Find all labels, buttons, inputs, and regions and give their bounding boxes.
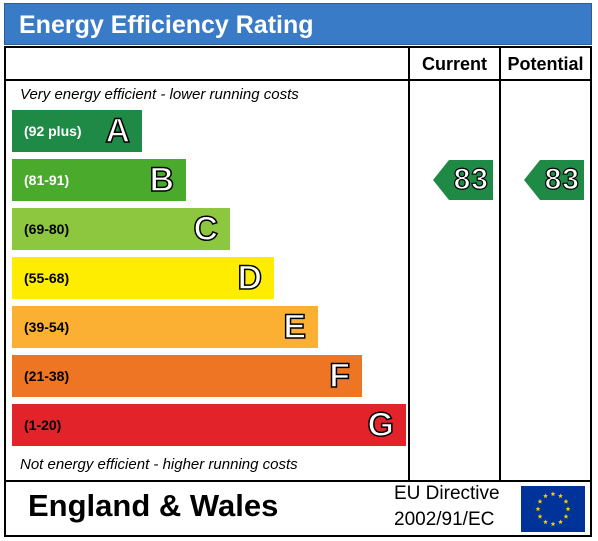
footer-divider — [6, 480, 590, 482]
eu-star — [537, 498, 543, 504]
band-b: (81-91) B — [12, 159, 186, 201]
current-rating-arrow: 83 — [433, 160, 493, 200]
band-letter-label: A — [105, 111, 131, 151]
band-letter-label: C — [193, 209, 219, 249]
column-header-divider — [6, 79, 590, 81]
band-letter-label: G — [367, 405, 395, 445]
band-letter-label: E — [283, 307, 307, 347]
eu-star — [537, 513, 543, 519]
band-letter-label: B — [149, 160, 175, 200]
eu-star — [563, 513, 569, 519]
bottom-caption: Not energy efficient - higher running co… — [20, 456, 298, 473]
arrow-shape — [524, 160, 584, 200]
arrow-shape — [433, 160, 493, 200]
band-range-label: (39-54) — [24, 319, 70, 335]
band-f: (21-38) F — [12, 355, 362, 397]
eu-star — [558, 493, 563, 499]
eu-star — [543, 519, 548, 525]
potential-rating-arrow: 83 — [524, 160, 584, 200]
directive-line-1: EU Directive — [394, 483, 500, 504]
top-caption: Very energy efficient - lower running co… — [20, 86, 299, 103]
band-range-label: (81-91) — [24, 172, 70, 188]
eu-star — [543, 493, 548, 499]
band-range-label: (55-68) — [24, 270, 70, 286]
band-a: (92 plus) A — [12, 110, 142, 152]
eu-star — [550, 521, 556, 527]
band-letter-label: D — [237, 258, 263, 298]
band-c: (69-80) C — [12, 208, 230, 250]
directive-line-2: 2002/91/EC — [394, 509, 495, 530]
region-label: England & Wales — [28, 488, 279, 523]
potential-column-header: Potential — [507, 54, 584, 74]
current-rating-value: 83 — [453, 162, 489, 196]
eu-star — [563, 498, 569, 504]
band-d: (55-68) D — [12, 257, 274, 299]
eu-star — [550, 491, 556, 497]
eu-star — [565, 506, 571, 512]
potential-column-divider — [499, 48, 501, 480]
current-column-header: Current — [421, 54, 487, 74]
eu-flag-icon — [521, 486, 585, 532]
potential-rating-value: 83 — [544, 162, 580, 196]
current-column-divider — [408, 48, 410, 480]
band-e: (39-54) E — [12, 306, 318, 348]
band-letter-label: F — [328, 356, 350, 396]
band-range-label: (92 plus) — [24, 123, 82, 139]
eu-star — [558, 519, 563, 525]
band-range-label: (1-20) — [24, 417, 62, 433]
band-range-label: (21-38) — [24, 368, 70, 384]
band-g: (1-20) G — [12, 404, 406, 446]
eu-star — [535, 506, 541, 512]
page-title: Energy Efficiency Rating — [19, 11, 314, 39]
band-range-label: (69-80) — [24, 221, 70, 237]
header-bar: Energy Efficiency Rating — [4, 3, 592, 45]
rating-frame: Current Potential Very energy efficient … — [4, 46, 592, 537]
